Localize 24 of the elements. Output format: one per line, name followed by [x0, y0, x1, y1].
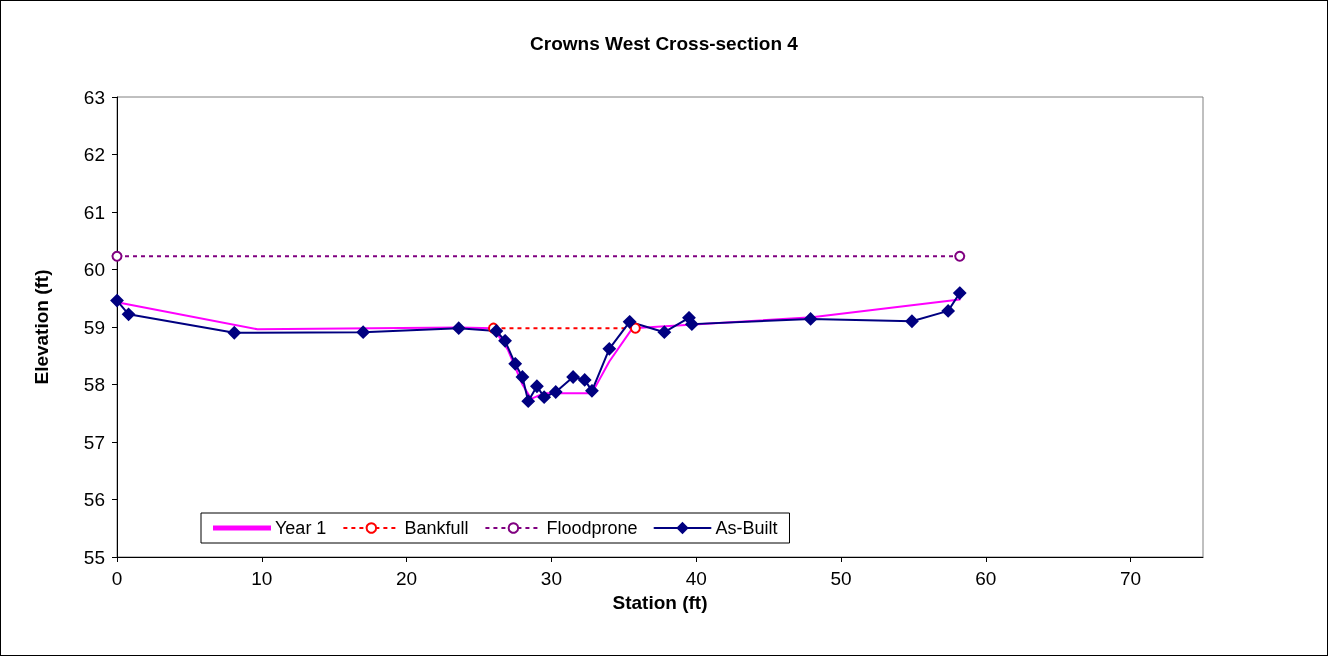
y-axis-title: Elevation (ft) [31, 269, 52, 385]
y-tick-label: 57 [83, 431, 105, 453]
legend-label: Year 1 [275, 518, 327, 538]
x-tick-label: 30 [540, 568, 562, 589]
y-tick-label: 56 [83, 489, 105, 510]
legend-label: As-Built [715, 518, 778, 538]
x-tick-label: 0 [111, 568, 123, 589]
y-tick-label: 59 [83, 316, 105, 338]
x-axis-title: Station (ft) [612, 591, 708, 613]
y-tick-label: 58 [83, 374, 105, 395]
y-tick-label: 63 [83, 86, 105, 108]
x-tick-label: 70 [1120, 568, 1142, 589]
legend-label: Bankfull [404, 518, 469, 538]
y-tick-label: 60 [83, 259, 105, 280]
y-tick-label: 55 [83, 546, 105, 568]
legend-label: Floodprone [546, 518, 638, 538]
x-tick-label: 20 [396, 568, 418, 589]
x-tick-label: 40 [685, 568, 707, 589]
x-tick-label: 60 [975, 568, 997, 589]
x-tick-label: 10 [251, 568, 273, 589]
y-tick-label: 61 [83, 201, 105, 223]
y-tick-label: 62 [83, 144, 105, 165]
chart-title: Crowns West Cross-section 4 [530, 33, 799, 54]
x-tick-label: 50 [830, 568, 852, 589]
